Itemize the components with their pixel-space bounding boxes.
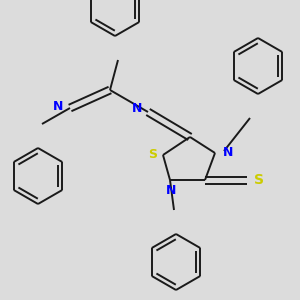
- Text: N: N: [223, 146, 233, 158]
- Text: N: N: [132, 103, 142, 116]
- Text: S: S: [254, 173, 264, 187]
- Text: S: S: [148, 148, 158, 160]
- Text: N: N: [166, 184, 176, 196]
- Text: N: N: [53, 100, 63, 112]
